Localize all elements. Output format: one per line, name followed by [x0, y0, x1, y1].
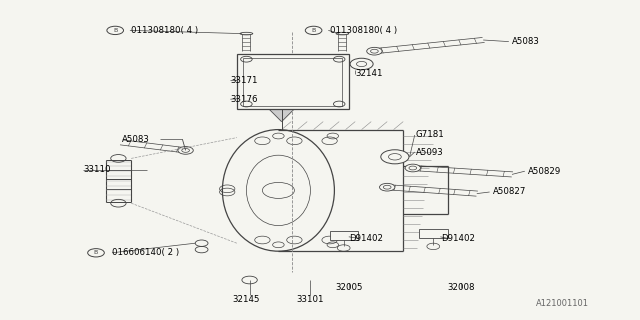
Polygon shape — [269, 109, 294, 122]
Text: A121001101: A121001101 — [536, 300, 589, 308]
Text: 32005: 32005 — [335, 284, 362, 292]
Text: B: B — [94, 250, 98, 255]
Circle shape — [178, 147, 193, 154]
Circle shape — [367, 47, 382, 55]
Circle shape — [381, 150, 409, 164]
Text: 32008: 32008 — [447, 284, 474, 292]
Text: A50829: A50829 — [528, 167, 561, 176]
Circle shape — [405, 164, 420, 172]
Circle shape — [350, 58, 373, 70]
Text: B: B — [312, 28, 316, 33]
Bar — [419, 229, 448, 238]
Text: D91402: D91402 — [442, 234, 476, 243]
Text: A5083: A5083 — [512, 37, 540, 46]
Ellipse shape — [336, 32, 349, 35]
Text: 33110: 33110 — [83, 165, 111, 174]
Text: 33176: 33176 — [230, 95, 258, 104]
Text: G7181: G7181 — [416, 130, 445, 139]
Ellipse shape — [240, 32, 253, 35]
Text: B: B — [113, 28, 117, 33]
Text: 32141: 32141 — [355, 69, 383, 78]
Text: A5093: A5093 — [416, 148, 444, 156]
Text: 32145: 32145 — [233, 295, 260, 304]
Ellipse shape — [223, 130, 334, 251]
Text: 016606140( 2 ): 016606140( 2 ) — [112, 248, 179, 257]
Text: A5083: A5083 — [122, 135, 150, 144]
Circle shape — [380, 183, 395, 191]
Text: 011308180( 4 ): 011308180( 4 ) — [330, 26, 397, 35]
Text: D91402: D91402 — [349, 234, 383, 243]
Text: 33171: 33171 — [230, 76, 258, 84]
Bar — [330, 231, 358, 240]
Text: 33101: 33101 — [297, 295, 324, 304]
Text: A50827: A50827 — [493, 188, 526, 196]
Text: 011308180( 4 ): 011308180( 4 ) — [131, 26, 198, 35]
Bar — [237, 54, 349, 109]
Bar — [243, 58, 342, 106]
